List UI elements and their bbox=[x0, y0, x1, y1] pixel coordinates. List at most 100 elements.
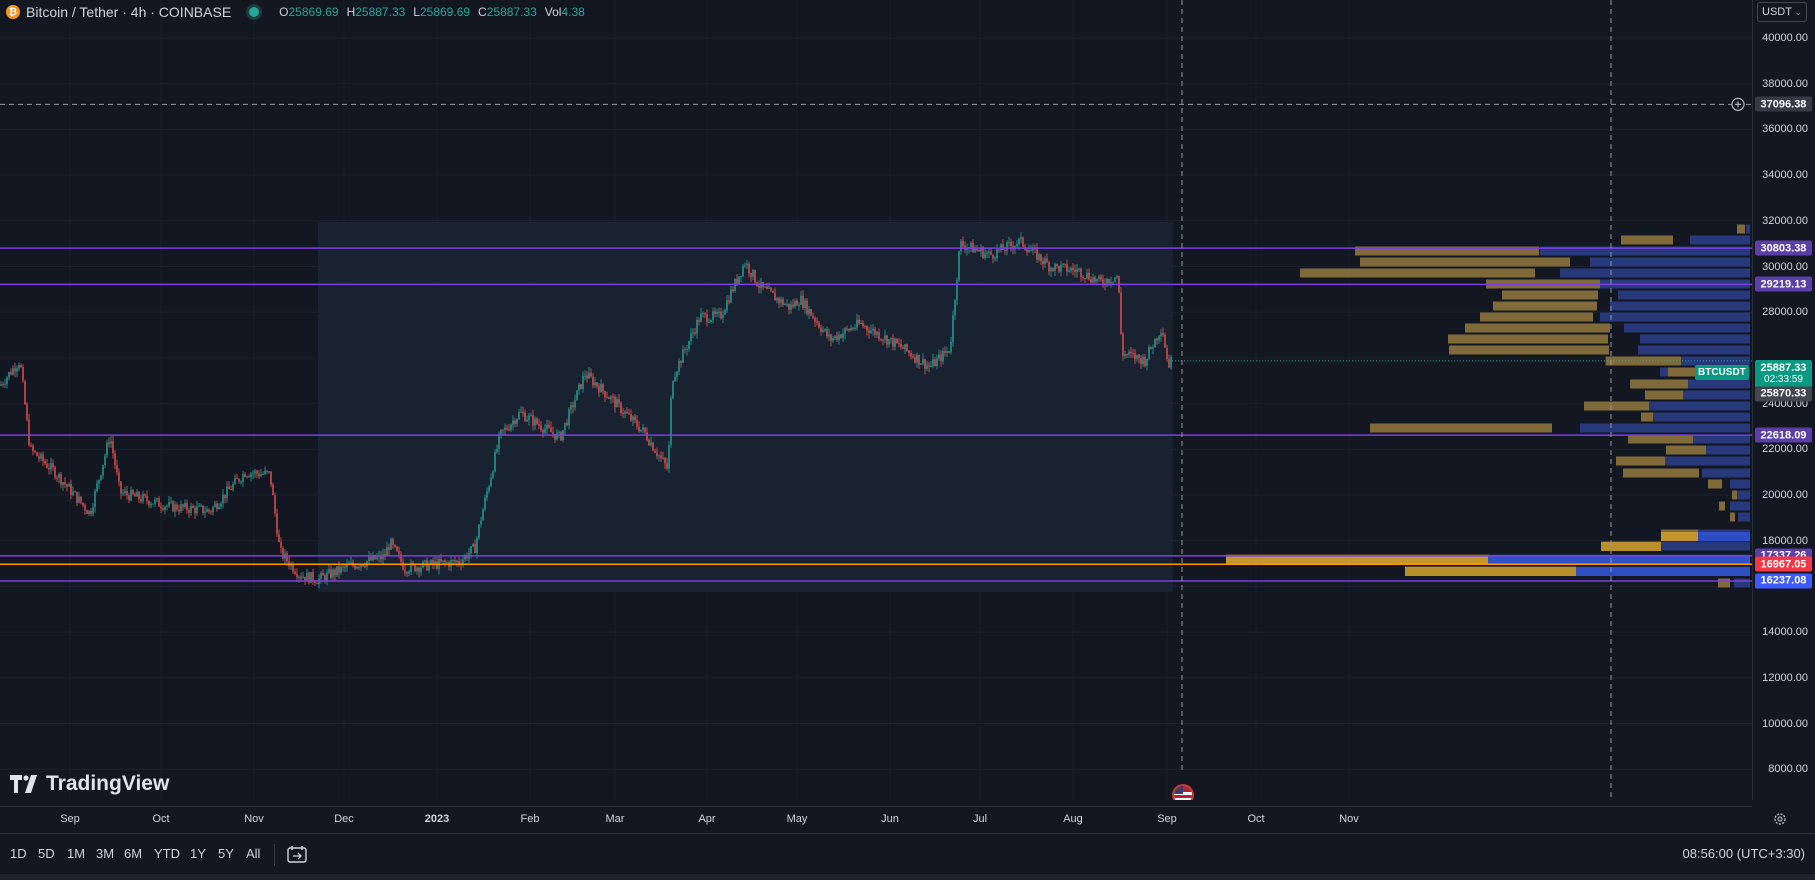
timeframe-button-3m[interactable]: 3M bbox=[96, 846, 115, 861]
price-axis-tick: 40000.00 bbox=[1762, 32, 1808, 44]
candle-body bbox=[624, 411, 626, 414]
candle-body bbox=[1110, 281, 1112, 284]
settings-gear-icon[interactable] bbox=[1773, 812, 1787, 826]
market-status-icon[interactable] bbox=[249, 7, 260, 17]
candle-body bbox=[6, 377, 8, 384]
price-axis-tick: 34000.00 bbox=[1762, 169, 1808, 182]
candle-body bbox=[1074, 269, 1076, 273]
candle-body bbox=[692, 332, 694, 334]
symbol-title[interactable]: Bitcoin / Tether · 4h · COINBASE bbox=[26, 4, 232, 20]
candle-body bbox=[358, 566, 360, 568]
candle-body bbox=[520, 411, 522, 413]
candle-body bbox=[226, 486, 228, 499]
candle-body bbox=[980, 247, 982, 252]
candle-body bbox=[632, 416, 634, 421]
candle-body bbox=[618, 399, 620, 403]
tradingview-logo[interactable]: TradingView bbox=[10, 772, 169, 796]
candle-body bbox=[394, 544, 396, 547]
candle-body bbox=[638, 426, 640, 432]
chart-pane[interactable]: ₿ Bitcoin / Tether · 4h · COINBASE O2586… bbox=[0, 0, 1752, 800]
candle-body bbox=[380, 554, 382, 560]
candle-body bbox=[938, 354, 940, 359]
level-price-tag[interactable]: 30803.38 bbox=[1755, 240, 1812, 256]
candle-body bbox=[926, 365, 928, 369]
candle-body bbox=[214, 503, 216, 507]
candle-body bbox=[608, 397, 610, 400]
level-price-tag[interactable]: 16967.05 bbox=[1755, 556, 1812, 572]
candle-body bbox=[256, 471, 258, 474]
level-price-tag[interactable]: 29219.13 bbox=[1755, 276, 1812, 292]
timeframe-button-6m[interactable]: 6M bbox=[124, 846, 143, 861]
candle-body bbox=[34, 450, 36, 453]
volume-profile-up bbox=[1355, 246, 1539, 256]
candle-body bbox=[24, 381, 26, 405]
timeframe-button-ytd[interactable]: YTD bbox=[154, 846, 180, 861]
level-price-tag[interactable]: 16237.08 bbox=[1755, 573, 1812, 589]
candle-body bbox=[722, 314, 724, 319]
volume-profile-down bbox=[1735, 490, 1750, 500]
candle-body bbox=[90, 510, 92, 514]
timeframe-button-1d[interactable]: 1D bbox=[10, 846, 27, 861]
candle-body bbox=[522, 411, 524, 414]
date-range-icon[interactable] bbox=[287, 845, 307, 863]
candle-body bbox=[384, 554, 386, 556]
candle-body bbox=[724, 310, 726, 315]
candle-body bbox=[640, 429, 642, 432]
candle-body bbox=[106, 442, 108, 456]
candle-body bbox=[1016, 244, 1018, 247]
candle-body bbox=[498, 434, 500, 449]
candle-body bbox=[758, 286, 760, 288]
volume-profile-up bbox=[1719, 501, 1725, 511]
candle-body bbox=[172, 501, 174, 512]
candle-body bbox=[146, 495, 148, 502]
volume-profile-down bbox=[1646, 390, 1750, 400]
candle-body bbox=[1112, 281, 1114, 283]
time-axis[interactable]: Sep Oct Nov Dec 2023 Feb Mar Apr May Jun Jul Aug Sep… bbox=[0, 806, 1786, 831]
candle-body bbox=[916, 354, 918, 363]
candle-body bbox=[844, 328, 846, 334]
time-axis-label: Aug bbox=[1063, 813, 1083, 825]
candle-body bbox=[1056, 264, 1058, 266]
candle-body bbox=[580, 384, 582, 389]
candle-body bbox=[210, 511, 212, 513]
candle-body bbox=[388, 547, 390, 550]
candle-body bbox=[684, 349, 686, 351]
candle-body bbox=[610, 396, 612, 400]
level-price-tag[interactable]: 22618.09 bbox=[1755, 427, 1812, 443]
candle-body bbox=[674, 376, 676, 382]
candle-body bbox=[728, 300, 730, 303]
crosshair-price-tag[interactable]: 37096.38 bbox=[1755, 96, 1812, 112]
volume-profile-down bbox=[1618, 290, 1750, 300]
candle-body bbox=[478, 524, 480, 538]
poc-price-tag[interactable]: 25870.33 bbox=[1755, 386, 1812, 402]
timeframe-button-1m[interactable]: 1M bbox=[67, 846, 86, 861]
candle-body bbox=[534, 418, 536, 426]
candle-body bbox=[812, 315, 814, 318]
candle-body bbox=[360, 564, 362, 568]
timeframe-button-5y[interactable]: 5Y bbox=[218, 846, 234, 861]
candle-body bbox=[814, 317, 816, 322]
candle-body bbox=[398, 551, 400, 555]
price-axis[interactable]: USDT ⌄ 40000.00 38000.00 36000.00 34000.00 3… bbox=[1752, 0, 1815, 800]
candle-body bbox=[158, 498, 160, 507]
current-price-tag[interactable]: 25887.33 02:33:59 bbox=[1755, 360, 1812, 389]
candle-body bbox=[590, 372, 592, 377]
volume-profile-down bbox=[1690, 235, 1750, 245]
currency-button[interactable]: USDT ⌄ bbox=[1757, 2, 1807, 22]
candle-body bbox=[510, 424, 512, 430]
candle-body bbox=[354, 565, 356, 569]
volume-profile-up bbox=[1666, 445, 1706, 455]
range-box bbox=[318, 222, 1173, 592]
clock-display[interactable]: 08:56:00 (UTC+3:30) bbox=[1682, 846, 1805, 861]
timeframe-button-1y[interactable]: 1Y bbox=[190, 846, 206, 861]
candle-body bbox=[404, 569, 406, 573]
candle-body bbox=[44, 461, 46, 464]
timeframe-button-5d[interactable]: 5D bbox=[38, 846, 55, 861]
price-chart[interactable] bbox=[0, 0, 1752, 800]
candle-body bbox=[842, 333, 844, 338]
timeframe-button-all[interactable]: All bbox=[246, 846, 261, 861]
us-flag-icon[interactable] bbox=[1172, 784, 1194, 800]
candle-body bbox=[1100, 276, 1102, 280]
candle-body bbox=[952, 315, 954, 342]
candle-body bbox=[1136, 354, 1138, 360]
